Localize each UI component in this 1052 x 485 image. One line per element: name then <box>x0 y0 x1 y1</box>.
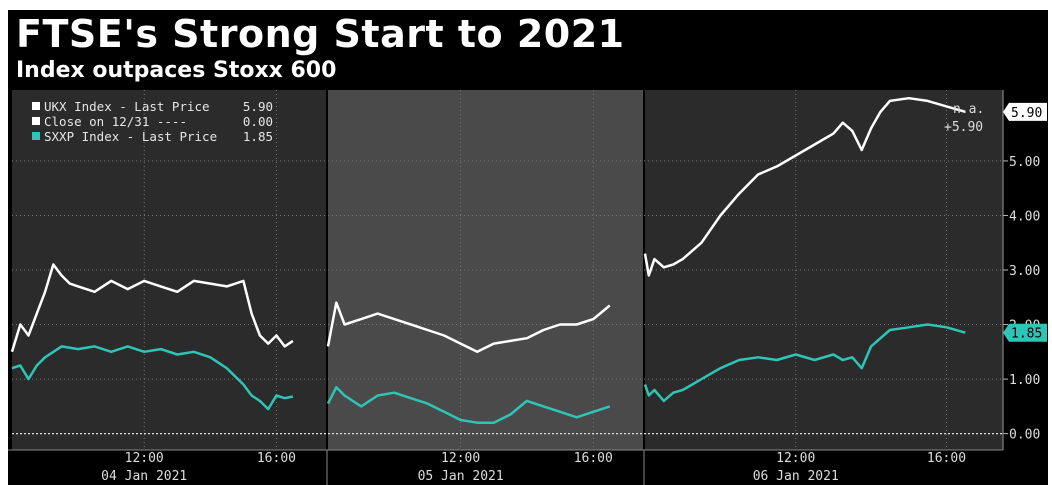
y-tick-label: 4.00 <box>1009 209 1040 224</box>
end-value-tag <box>1003 323 1047 342</box>
series-line-ukx <box>10 263 294 353</box>
x-day-label: 05 Jan 2021 <box>418 469 504 484</box>
x-day-label: 04 Jan 2021 <box>101 469 187 484</box>
y-tick-label: 5.00 <box>1009 155 1040 170</box>
series-line-sxxp <box>326 386 611 424</box>
end-value-label: 5.90 <box>1011 106 1042 121</box>
y-tick-label: 0.00 <box>1009 428 1040 443</box>
chart-title: FTSE's Strong Start to 2021 <box>16 12 625 56</box>
chart-frame: FTSE's Strong Start to 2021 Index outpac… <box>8 10 1048 485</box>
legend-swatch <box>32 117 40 125</box>
x-day-label: 06 Jan 2021 <box>753 469 839 484</box>
annotation-na: n.a. <box>953 102 984 117</box>
y-tick-label: 3.00 <box>1009 264 1040 279</box>
x-tick-label: 12:00 <box>776 451 815 466</box>
series-line-ukx <box>326 301 611 354</box>
legend-value: 5.90 <box>243 99 273 114</box>
annotation-ukx-last: +5.90 <box>944 120 983 135</box>
y-tick-label: 1.00 <box>1009 373 1040 388</box>
chart-subtitle: Index outpaces Stoxx 600 <box>16 58 337 83</box>
legend-swatch <box>32 132 40 140</box>
end-value-label: 1.85 <box>1011 327 1042 342</box>
x-tick-label: 12:00 <box>125 451 164 466</box>
legend-label: UKX Index - Last Price <box>44 99 210 114</box>
end-value-tag <box>1003 102 1047 121</box>
legend-label: SXXP Index - Last Price <box>44 129 217 144</box>
x-tick-label: 16:00 <box>927 451 966 466</box>
series-line-sxxp <box>11 345 294 411</box>
legend-value: 1.85 <box>243 129 273 144</box>
legend-label: Close on 12/31 ---- <box>44 114 187 129</box>
x-tick-label: 12:00 <box>441 451 480 466</box>
series-line-ukx <box>643 96 966 277</box>
series-line-sxxp <box>643 323 966 403</box>
legend-swatch <box>32 102 40 110</box>
x-tick-label: 16:00 <box>574 451 613 466</box>
legend-value: 0.00 <box>243 114 273 129</box>
x-tick-label: 16:00 <box>257 451 296 466</box>
